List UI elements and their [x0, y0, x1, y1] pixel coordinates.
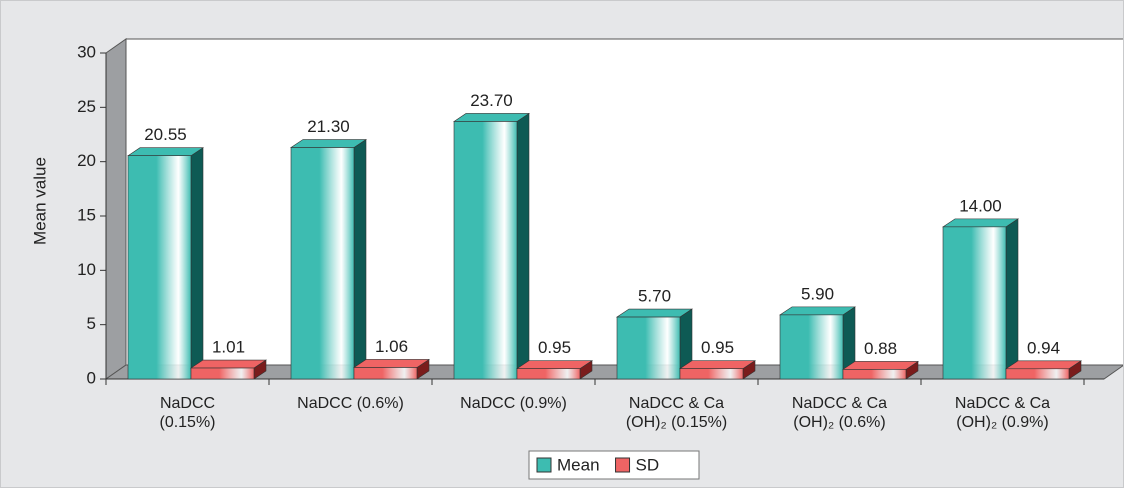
bar-top — [516, 360, 593, 369]
bar — [616, 316, 681, 380]
bar — [190, 367, 255, 380]
bar — [127, 155, 192, 380]
x-tick-label: NaDCC (0.15%) — [159, 395, 216, 431]
value-label: 5.90 — [801, 284, 834, 303]
legend-swatch — [615, 457, 631, 473]
value-label: 0.94 — [1027, 338, 1060, 357]
y-tick-label: 10 — [77, 260, 96, 279]
bar-top — [616, 308, 693, 318]
value-label: 23.70 — [470, 91, 513, 110]
y-axis-label: Mean value — [30, 157, 49, 245]
y-tick-label: 30 — [77, 42, 96, 61]
bar-side — [353, 138, 367, 380]
bar — [516, 368, 581, 380]
legend-swatch — [536, 457, 552, 473]
legend-label: Mean — [557, 455, 600, 474]
value-label: 1.06 — [375, 337, 408, 356]
x-tick-label: NaDCC & Ca (OH)₂ (0.15%) — [625, 395, 728, 431]
value-label: 0.95 — [538, 338, 571, 357]
bar-top — [1005, 360, 1082, 370]
bar — [842, 369, 907, 380]
bar-top — [779, 306, 856, 316]
x-tick-label: NaDCC & Ca (OH)₂ (0.6%) — [791, 395, 888, 431]
bar-side — [1005, 218, 1019, 380]
bar — [1005, 368, 1070, 380]
value-label: 20.55 — [144, 125, 187, 144]
bar — [453, 121, 518, 380]
bar — [942, 226, 1007, 380]
bar-top — [679, 360, 756, 369]
value-label: 1.01 — [212, 338, 245, 357]
legend-box — [528, 450, 700, 480]
y-tick-label: 20 — [77, 151, 96, 170]
value-label: 0.88 — [864, 339, 897, 358]
bar — [353, 367, 418, 380]
legend-label: SD — [636, 455, 660, 474]
bar-side — [516, 112, 530, 380]
value-label: 14.00 — [959, 196, 1002, 215]
x-tick-label: NaDCC (0.6%) — [297, 395, 404, 412]
bar-top — [353, 359, 430, 368]
value-label: 0.95 — [701, 338, 734, 357]
bar — [679, 368, 744, 380]
value-label: 21.30 — [307, 117, 350, 136]
y-tick-label: 5 — [87, 314, 96, 333]
bar-top — [290, 139, 367, 148]
side-wall — [105, 38, 127, 380]
y-tick-label: 15 — [77, 205, 96, 224]
bar-top — [127, 147, 204, 156]
bar-top — [190, 359, 267, 369]
bar-top — [453, 113, 530, 122]
x-tick-label: NaDCC (0.9%) — [460, 395, 567, 412]
bar — [290, 147, 355, 380]
bar-side — [190, 147, 204, 380]
x-tick-label: NaDCC & Ca (OH)₂ (0.9%) — [954, 395, 1051, 431]
y-tick-label: 25 — [77, 97, 96, 116]
value-label: 5.70 — [638, 287, 671, 306]
bar-top — [842, 361, 919, 370]
bar — [779, 314, 844, 380]
bar-top — [942, 218, 1019, 228]
y-tick-label: 0 — [87, 368, 96, 387]
